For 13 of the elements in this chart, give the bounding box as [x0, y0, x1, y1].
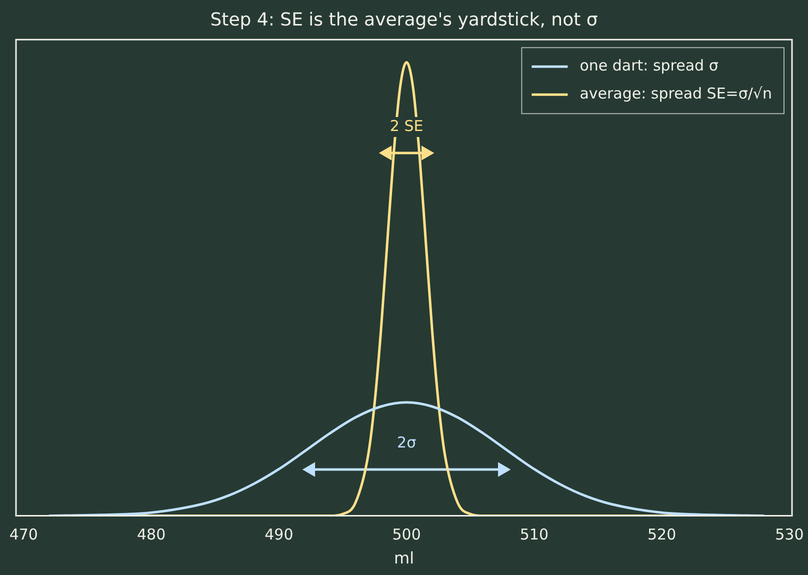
- x-tick-label: 470: [9, 526, 38, 544]
- x-tick-label: 520: [647, 526, 676, 544]
- x-tick-label: 510: [520, 526, 549, 544]
- annotation: 2 SE: [390, 116, 424, 135]
- x-tick-label: 480: [136, 526, 166, 544]
- x-tick-label: 530: [775, 526, 804, 544]
- x-axis-title: ml: [394, 548, 414, 568]
- annotation: 2σ: [397, 433, 417, 452]
- legend-label: average: spread SE=σ/√n: [580, 84, 772, 102]
- chart-title: Step 4: SE is the average's yardstick, not σ: [210, 9, 598, 30]
- x-tick-label: 490: [264, 526, 294, 544]
- x-tick-label: 500: [392, 526, 421, 544]
- legend-label: one dart: spread σ: [580, 56, 719, 74]
